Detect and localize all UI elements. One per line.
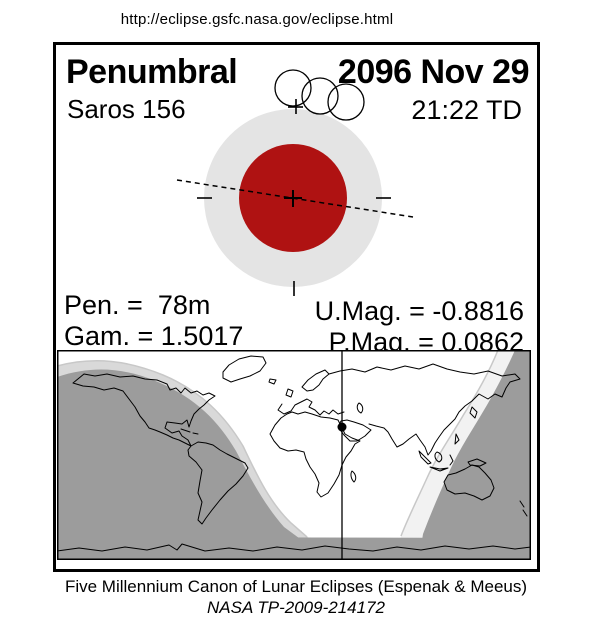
shadow-diagram — [176, 69, 414, 296]
gamma-stat: Gam. = 1.5017 — [64, 321, 244, 351]
map-border — [57, 350, 531, 560]
shadow-axis-ticks — [197, 99, 391, 296]
moon-position-p1-circle — [274, 69, 312, 107]
moon-contact-circles — [274, 69, 365, 121]
coastlines — [57, 355, 531, 552]
moon-position-p4-circle — [327, 83, 365, 121]
visibility-map — [57, 350, 531, 560]
eclipse-type-title: Penumbral — [66, 53, 238, 91]
map-south-not-visible-strip — [57, 537, 531, 560]
greatest-eclipse-cross — [284, 190, 302, 207]
source-url-text: http://eclipse.gsfc.nasa.gov/eclipse.htm… — [120, 11, 394, 28]
eclipse-limit-curves — [57, 350, 499, 538]
umbral-magnitude-stat: U.Mag. = -0.8816 — [314, 296, 524, 326]
footer-canon-title: Five Millennium Canon of Lunar Eclipses … — [64, 577, 528, 596]
greatest-eclipse-time: 21:22 TD — [411, 95, 522, 125]
penumbral-duration-stat: Pen. = 78m — [64, 290, 211, 320]
eclipse-date: 2096 Nov 29 — [337, 53, 530, 91]
moon-zenith-point-dot — [337, 422, 347, 432]
map-left-not-visible-region — [57, 369, 303, 560]
saros-series-label: Saros 156 — [67, 94, 186, 124]
moon-position-greatest-circle — [301, 77, 339, 115]
footer-nasa-report-number: NASA TP-2009-214172 — [207, 598, 385, 617]
map-right-not-visible-region — [419, 350, 531, 560]
